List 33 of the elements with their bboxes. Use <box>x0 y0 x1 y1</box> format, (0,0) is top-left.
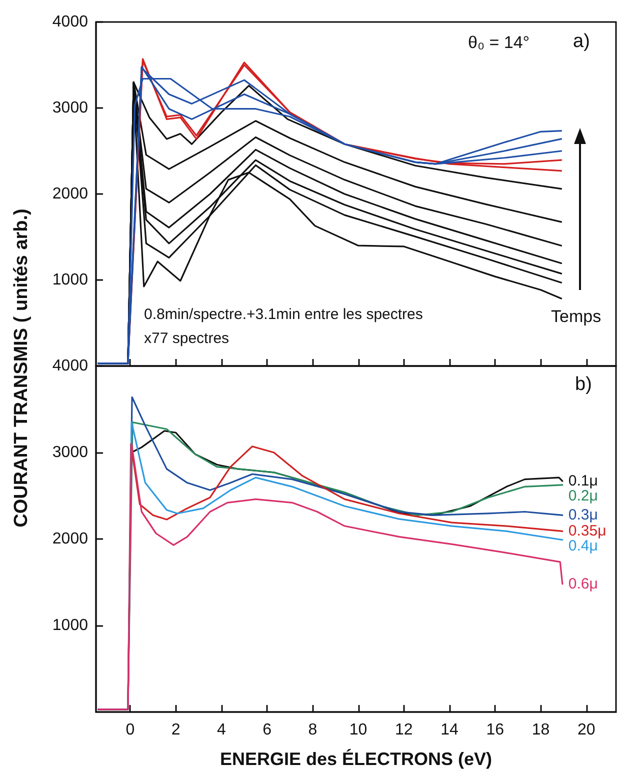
y-axis-title: COURANT TRANSMIS ( unités arb.) <box>10 208 33 530</box>
x-tick-label: 16 <box>486 722 504 738</box>
series-label: 0.4μ <box>568 538 598 555</box>
y-tick-label: 3000 <box>52 100 88 116</box>
x-axis-title: ENERGIE des ÉLECTRONS (eV) <box>220 749 492 769</box>
x-tick-label: 4 <box>216 722 226 738</box>
y-tick-label: 3000 <box>52 444 88 461</box>
y-tick-label: 1000 <box>52 617 88 634</box>
x-tick-label: 6 <box>262 722 272 738</box>
y-tick-label: 2000 <box>52 530 88 548</box>
annotation: x77 spectres <box>144 330 230 347</box>
x-tick-label: 20 <box>577 722 596 738</box>
x-tick-label: 10 <box>349 722 368 738</box>
series-label: 0.3μ <box>568 506 598 524</box>
series-label: 0.1μ <box>568 472 598 490</box>
x-tick-label: 0 <box>126 722 135 738</box>
annotation: θ₀ = 14° <box>468 33 530 52</box>
annotation: Temps <box>551 307 602 326</box>
x-tick-label: 14 <box>440 722 459 738</box>
series-label: 0.6μ <box>568 575 598 592</box>
annotation: b) <box>575 374 592 395</box>
series-label: 0.35μ <box>568 522 606 540</box>
y-tick-label: 2000 <box>52 186 88 202</box>
series-label: 0.2μ <box>568 488 598 505</box>
annotation: 0.8min/spectre.+3.1min entre les spectres <box>144 306 423 323</box>
x-tick-label: 8 <box>308 722 318 738</box>
x-tick-label: 12 <box>394 722 413 738</box>
y-tick-label: 4000 <box>52 358 88 374</box>
x-tick-label: 2 <box>171 722 180 738</box>
annotation: a) <box>573 31 590 52</box>
y-tick-label: 4000 <box>52 14 88 30</box>
y-tick-label: 1000 <box>52 272 88 288</box>
x-tick-label: 18 <box>532 722 550 738</box>
